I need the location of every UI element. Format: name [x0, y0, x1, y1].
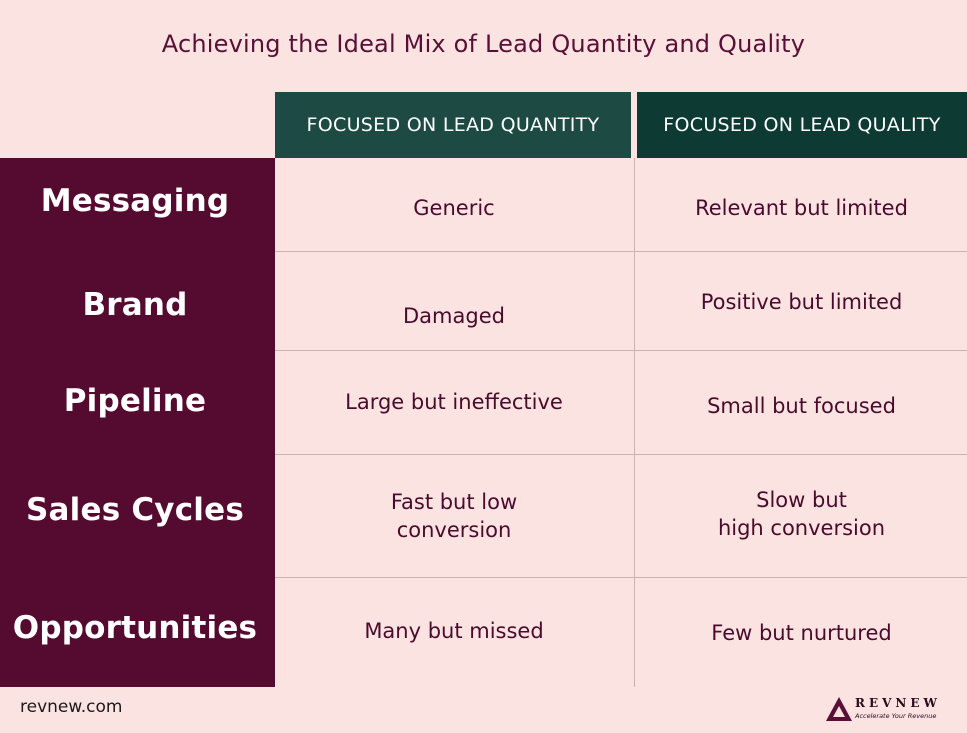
cell-sales-cycles-quantity: Fast but low conversion [275, 488, 633, 544]
cell-line: Damaged [403, 304, 505, 328]
row-label-brand: Brand [82, 287, 188, 323]
row-label-band [0, 158, 275, 687]
cell-line: Slow but [756, 488, 847, 512]
page-title: Achieving the Ideal Mix of Lead Quantity… [161, 30, 806, 58]
cell-pipeline-quantity: Large but ineffective [275, 388, 633, 416]
footer-url[interactable]: revnew.com [20, 697, 123, 717]
cell-line: Relevant but limited [695, 196, 908, 220]
row-divider [275, 350, 967, 351]
row-label-pipeline: Pipeline [63, 383, 207, 419]
cell-sales-cycles-quality: Slow but high conversion [636, 486, 967, 542]
row-label-messaging: Messaging [40, 183, 230, 219]
row-divider [275, 577, 967, 578]
logo-name: REVNEW [855, 696, 942, 710]
column-divider [634, 158, 635, 687]
row-label-sales-cycles: Sales Cycles [26, 492, 244, 528]
cell-messaging-quality: Relevant but limited [636, 194, 967, 222]
cell-line: Generic [413, 196, 495, 220]
cell-line: Small but focused [707, 394, 896, 418]
cell-line: Fast but low [390, 490, 518, 514]
row-divider [275, 251, 967, 252]
cell-messaging-quantity: Generic [275, 194, 633, 222]
column-header-quantity: FOCUSED ON LEAD QUANTITY [275, 92, 631, 158]
column-header-quality: FOCUSED ON LEAD QUALITY [637, 92, 967, 158]
cell-opportunities-quantity: Many but missed [275, 617, 633, 645]
cell-brand-quality: Positive but limited [636, 288, 967, 316]
row-label-opportunities: Opportunities [12, 610, 258, 646]
cell-line: high conversion [717, 516, 886, 540]
logo-tagline: Accelerate Your Revenue [855, 712, 937, 720]
row-divider [275, 454, 967, 455]
cell-line: Positive but limited [700, 290, 903, 314]
logo-triangle-icon [826, 697, 852, 721]
cell-line: Few but nurtured [711, 621, 892, 645]
cell-brand-quantity: Damaged [275, 302, 633, 330]
cell-pipeline-quality: Small but focused [636, 392, 967, 420]
cell-line: conversion [396, 518, 512, 542]
cell-line: Large but ineffective [345, 390, 563, 414]
brand-logo: REVNEW Accelerate Your Revenue [825, 693, 955, 725]
cell-opportunities-quality: Few but nurtured [636, 619, 967, 647]
cell-line: Many but missed [364, 619, 544, 643]
